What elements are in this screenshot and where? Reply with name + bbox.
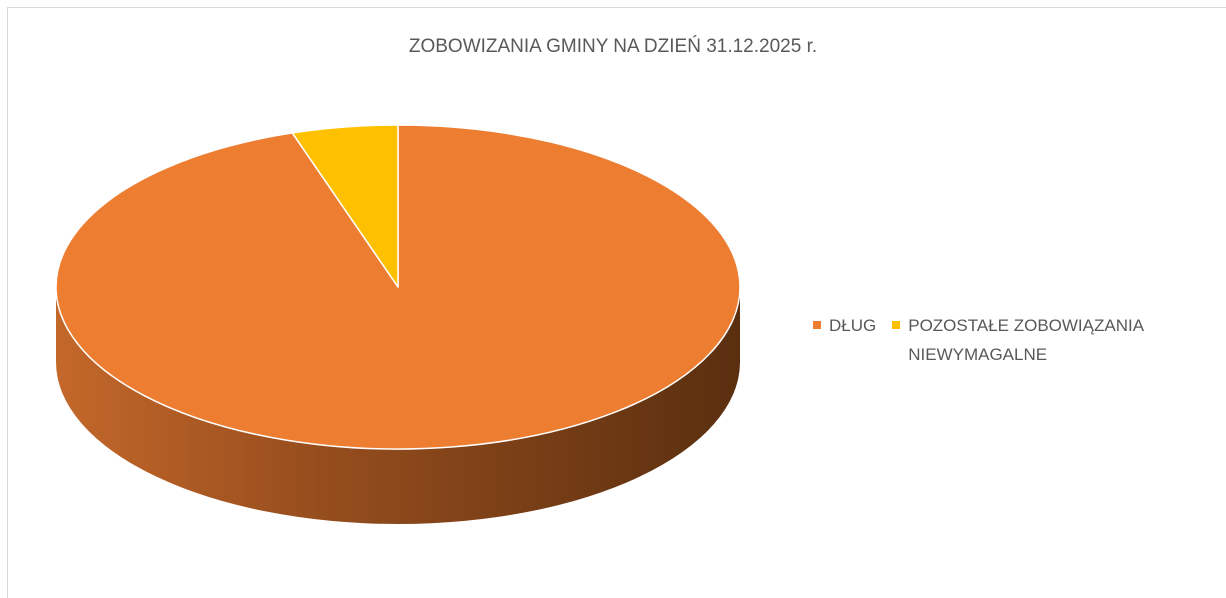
legend-item: DŁUG [813, 311, 876, 340]
chart-border [7, 7, 1226, 598]
slice [291, 124, 399, 288]
legend-swatch [813, 321, 821, 329]
legend: DŁUG POZOSTAŁE ZOBOWIĄZANIA NIEWYMAGALNE [813, 311, 1194, 369]
legend-label: POZOSTAŁE ZOBOWIĄZANIA NIEWYMAGALNE [908, 316, 1144, 364]
legend-label: DŁUG [829, 316, 877, 335]
legend-item: POZOSTAŁE ZOBOWIĄZANIA NIEWYMAGALNE [892, 311, 1178, 369]
slice-side [56, 287, 740, 524]
legend-swatch [892, 321, 901, 329]
chart-title: ZOBOWIZANIA GMINY NA DZIEŃ 31.12.2025 r. [409, 36, 817, 57]
